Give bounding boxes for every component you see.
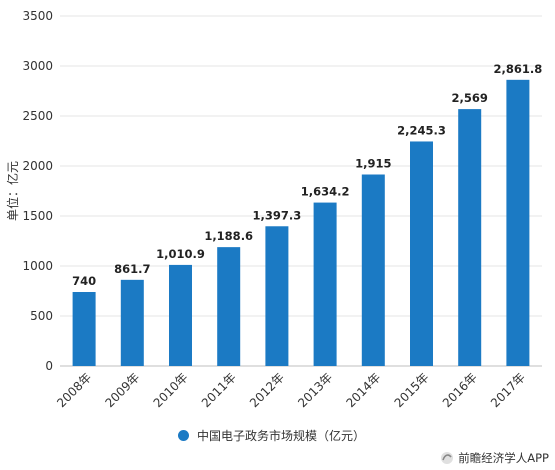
bar (169, 264, 192, 366)
bar (217, 247, 241, 366)
bar (120, 279, 144, 366)
y-axis-ticks: 0 500 1000 1500 2000 2500 3000 3500 (22, 9, 53, 373)
bar (265, 226, 289, 366)
y-tick-label: 1500 (22, 209, 53, 223)
y-tick-label: 3000 (22, 59, 53, 73)
data-label: 1,188.6 (204, 229, 253, 243)
x-tick-label: 2011年 (199, 370, 239, 410)
y-tick-label: 500 (30, 309, 53, 323)
y-tick-label: 3500 (22, 9, 53, 23)
legend-label: 中国电子政务市场规模（亿元） (197, 429, 366, 443)
x-tick-label: 2010年 (151, 370, 191, 410)
bar (361, 174, 385, 366)
bar (72, 292, 96, 366)
y-tick-label: 2500 (22, 109, 53, 123)
x-tick-label: 2009年 (102, 370, 142, 410)
brand-logo-icon (441, 452, 454, 464)
y-tick-label: 0 (45, 359, 53, 373)
legend: 中国电子政务市场规模（亿元） (178, 427, 365, 444)
data-label: 2,245.3 (397, 123, 446, 137)
legend-marker (178, 430, 189, 441)
y-tick-label: 1000 (22, 259, 53, 273)
data-label: 1,397.3 (253, 208, 302, 222)
data-labels: 740 861.7 1,010.9 1,188.61,397.3 1,634.2 1,91… (72, 62, 542, 288)
bar (410, 141, 433, 366)
data-label: 1,010.9 (156, 247, 205, 261)
data-label: 740 (72, 274, 96, 288)
x-axis-ticks: 2008年 2009年 2010年 2011年 2012年 2013年 2014年 2015年… (54, 370, 528, 410)
data-label: 2,569 (452, 91, 488, 105)
bar (313, 202, 337, 366)
y-axis-label: 单位：亿元 (5, 161, 20, 221)
x-tick-label: 2017年 (488, 370, 528, 410)
data-label: 1,915 (355, 157, 391, 171)
x-tick-label: 2016年 (440, 370, 480, 410)
x-tick-label: 2008年 (54, 370, 94, 410)
x-tick-label: 2015年 (392, 370, 432, 410)
bars (72, 79, 530, 366)
data-label: 861.7 (114, 262, 150, 276)
data-label: 2,861.8 (494, 62, 543, 76)
data-label: 1,634.2 (301, 185, 350, 199)
x-tick-label: 2013年 (295, 370, 335, 410)
source-credit: 前瞻经济学人APP (440, 450, 549, 466)
x-tick-label: 2012年 (247, 370, 287, 410)
y-tick-label: 2000 (22, 159, 53, 173)
bar (506, 79, 530, 366)
source-text: 前瞻经济学人APP (458, 451, 549, 465)
x-tick-label: 2014年 (343, 370, 383, 410)
bar (458, 109, 482, 366)
